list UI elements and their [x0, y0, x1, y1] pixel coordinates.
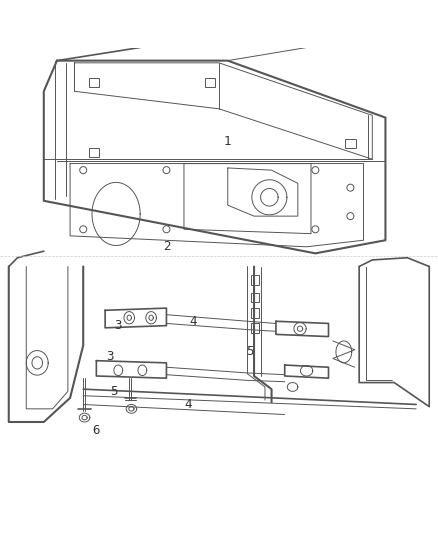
Text: 5: 5 — [246, 345, 254, 358]
Text: 4: 4 — [189, 315, 197, 328]
Bar — [251, 275, 259, 285]
Bar — [251, 308, 259, 318]
Text: 3: 3 — [106, 350, 113, 363]
Text: 1: 1 — [224, 135, 232, 148]
Bar — [89, 148, 99, 157]
Text: 3: 3 — [114, 319, 122, 332]
Text: 4: 4 — [184, 398, 192, 411]
Text: 6: 6 — [92, 424, 100, 437]
Text: 5: 5 — [110, 385, 118, 398]
Bar — [251, 324, 259, 333]
Bar — [89, 78, 99, 87]
Text: 2: 2 — [162, 240, 170, 253]
Bar — [345, 140, 356, 148]
Bar — [205, 78, 215, 87]
Bar — [251, 293, 259, 302]
